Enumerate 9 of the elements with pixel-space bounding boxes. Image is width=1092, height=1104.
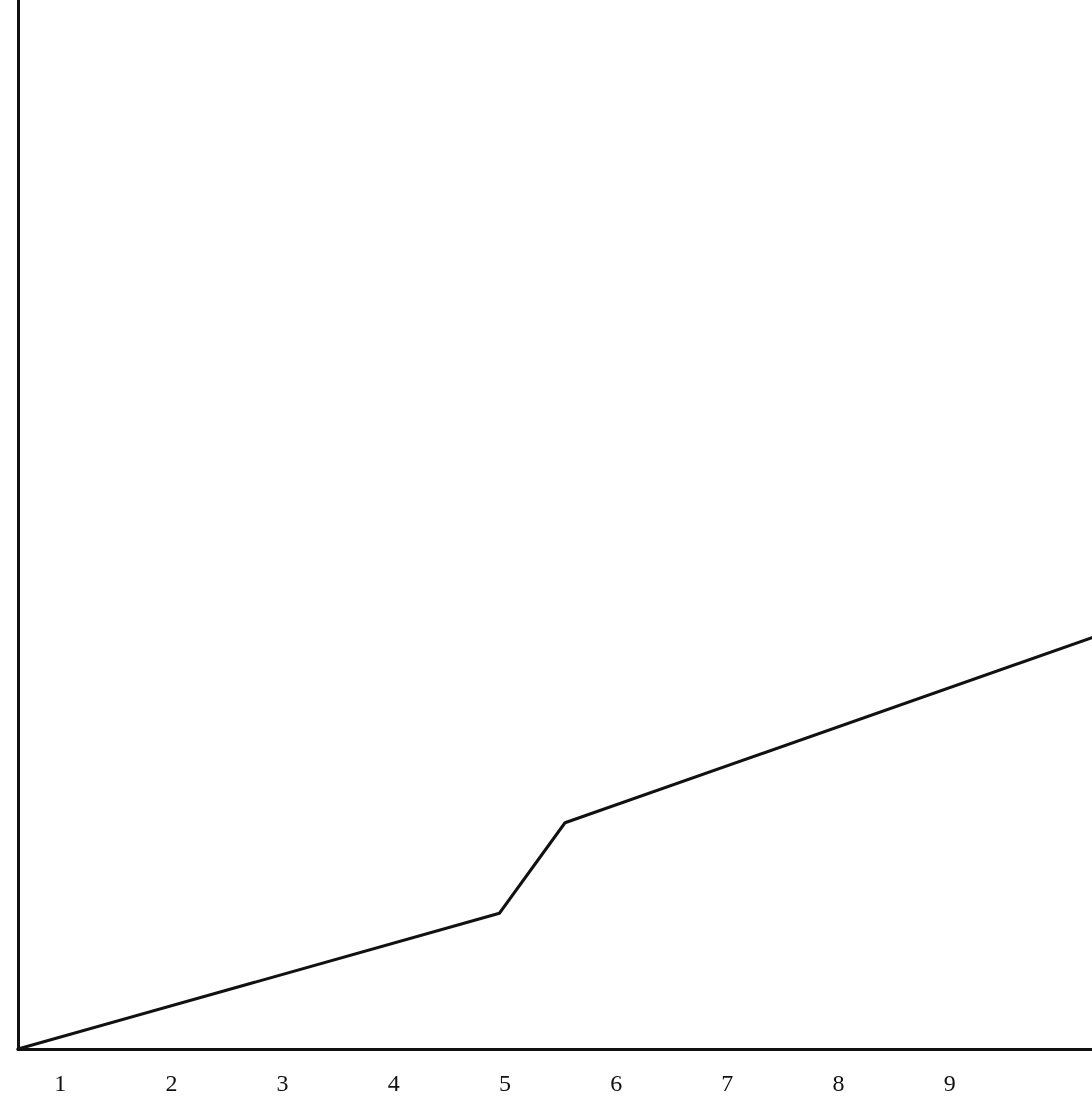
x-tick-label: 9: [943, 1070, 956, 1096]
x-tick-label: 2: [165, 1070, 178, 1096]
x-tick-label: 4: [387, 1070, 400, 1096]
x-tick-label: 8: [832, 1070, 845, 1096]
x-tick-label: 6: [610, 1070, 623, 1096]
x-tick-label: 3: [276, 1070, 289, 1096]
x-tick-label: 7: [721, 1070, 734, 1096]
x-tick-label: 1: [54, 1070, 67, 1096]
x-tick-label: 5: [498, 1070, 511, 1096]
